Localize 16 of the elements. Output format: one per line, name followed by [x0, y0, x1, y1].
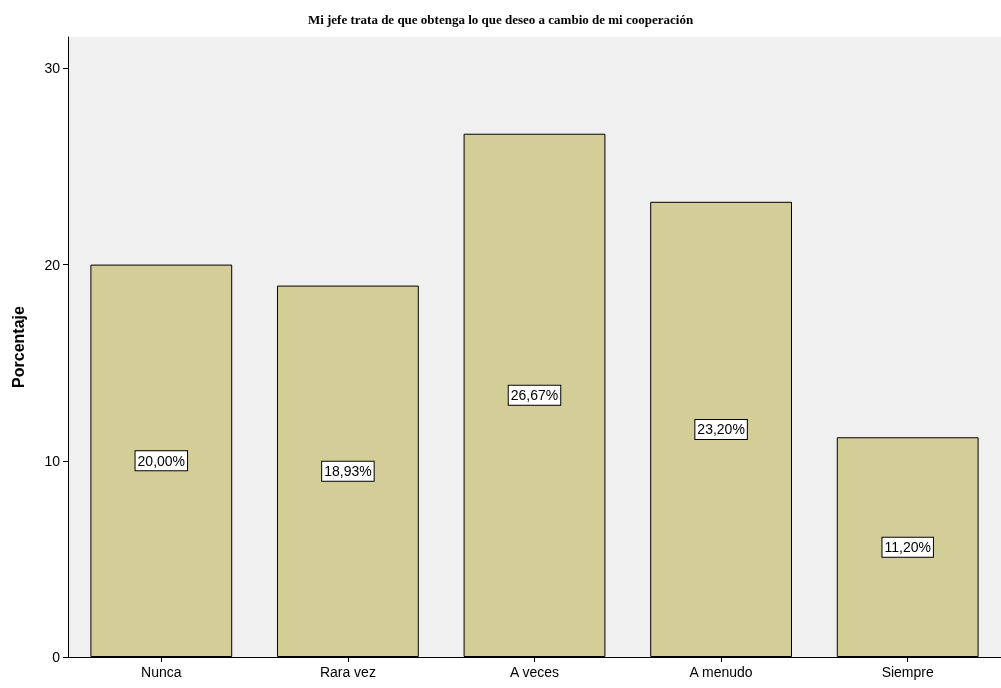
data-label: 26,67% — [510, 387, 559, 404]
y-tick-label: 20 — [44, 256, 61, 273]
y-tick-label: 10 — [44, 452, 61, 469]
y-axis-title: Porcentaje — [9, 305, 27, 388]
data-label: 18,93% — [324, 463, 372, 480]
y-tick-label: 0 — [52, 649, 61, 665]
data-label: 23,20% — [697, 421, 745, 438]
y-tick-label: 30 — [44, 60, 61, 77]
data-label: 11,20% — [884, 539, 931, 556]
x-tick-label: Rara vez — [319, 664, 376, 680]
data-label: 20,00% — [137, 452, 186, 469]
chart-title: Mi jefe trata de que obtenga lo que deseo a cambio de mi cooperación — [307, 12, 694, 27]
x-tick-label: A veces — [509, 664, 560, 680]
x-tick-label: Siempre — [881, 664, 934, 680]
x-tick-label: Nunca — [141, 664, 182, 680]
x-tick-label: A menudo — [689, 664, 753, 680]
